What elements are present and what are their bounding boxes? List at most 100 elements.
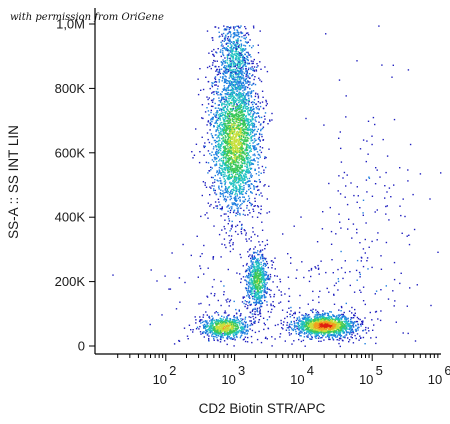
event-dot — [236, 118, 239, 121]
event-dot — [201, 331, 204, 334]
event-dot — [257, 105, 259, 108]
event-dot — [234, 47, 236, 49]
event-dot — [232, 84, 234, 86]
event-dot — [231, 193, 233, 195]
event-dot — [263, 293, 265, 296]
event-dot — [279, 301, 282, 303]
event-dot — [296, 326, 298, 328]
event-dot — [240, 155, 243, 157]
event-dot — [222, 146, 224, 148]
event-dot — [207, 217, 209, 219]
event-dot — [406, 235, 408, 237]
event-dot — [240, 231, 242, 233]
event-dot — [266, 286, 268, 289]
event-dot — [236, 170, 239, 173]
event-dot — [234, 196, 236, 199]
event-dot — [219, 204, 221, 206]
event-dot — [240, 174, 242, 176]
event-dot — [260, 192, 262, 194]
event-dot — [230, 26, 232, 28]
event-dot — [250, 107, 253, 109]
event-dot — [229, 121, 231, 123]
event-dot — [228, 173, 231, 176]
event-dot — [241, 162, 244, 165]
event-dot — [258, 174, 260, 176]
event-dot — [240, 106, 243, 108]
event-dot — [236, 333, 238, 335]
event-dot — [337, 280, 340, 283]
event-dot — [245, 71, 247, 73]
event-dot — [256, 216, 259, 218]
event-dot — [221, 96, 223, 98]
event-dot — [230, 89, 232, 92]
event-dot — [248, 134, 250, 136]
event-dot — [252, 106, 254, 108]
event-dot — [234, 339, 236, 341]
event-dot — [254, 257, 256, 259]
event-dot — [214, 65, 217, 68]
event-dot — [342, 277, 344, 280]
event-dot — [271, 267, 273, 269]
event-dot — [204, 320, 207, 322]
event-dot — [248, 273, 250, 276]
event-dot — [195, 322, 197, 324]
event-dot — [238, 180, 241, 182]
event-dot — [393, 278, 396, 281]
event-dot — [253, 69, 255, 72]
event-dot — [232, 152, 234, 154]
event-dot — [175, 308, 178, 310]
event-dot — [241, 109, 243, 111]
event-dot — [258, 319, 260, 321]
event-dot — [339, 345, 341, 348]
event-dot — [266, 288, 268, 290]
event-dot — [236, 29, 238, 31]
event-dot — [236, 43, 238, 45]
event-dot — [199, 316, 201, 318]
event-dot — [257, 275, 259, 277]
event-dot — [232, 41, 235, 43]
event-dot — [236, 98, 238, 101]
event-dot — [228, 220, 231, 222]
event-dot — [210, 123, 212, 125]
event-dot — [259, 303, 261, 305]
event-dot — [251, 341, 253, 344]
event-dot — [204, 332, 207, 335]
event-dot — [253, 108, 255, 110]
event-dot — [227, 105, 229, 108]
event-dot — [232, 68, 234, 71]
event-dot — [208, 327, 211, 329]
event-dot — [228, 60, 231, 62]
event-dot — [215, 334, 217, 336]
event-dot — [224, 111, 226, 113]
event-dot — [242, 56, 245, 58]
event-dot — [260, 128, 262, 131]
event-dot — [257, 278, 259, 280]
event-dot — [254, 168, 256, 170]
event-dot — [249, 324, 251, 327]
event-dot — [250, 120, 253, 122]
event-dot — [219, 323, 221, 325]
event-dot — [310, 267, 313, 270]
event-dot — [258, 253, 260, 256]
event-dot — [243, 58, 246, 60]
event-dot — [272, 281, 274, 283]
event-dot — [216, 170, 219, 173]
event-dot — [241, 152, 243, 154]
event-dot — [249, 275, 252, 277]
event-dot — [233, 145, 236, 147]
event-dot — [257, 189, 259, 191]
event-dot — [265, 166, 267, 169]
event-dot — [238, 166, 240, 168]
event-dot — [221, 328, 224, 331]
event-dot — [242, 200, 244, 202]
event-dot — [225, 157, 227, 159]
event-dot — [226, 119, 228, 121]
event-dot — [232, 63, 235, 65]
event-dot — [215, 130, 217, 133]
event-dot — [261, 297, 263, 299]
event-dot — [308, 280, 311, 283]
event-dot — [244, 270, 247, 273]
event-dot — [253, 110, 255, 113]
event-dot — [233, 95, 235, 98]
